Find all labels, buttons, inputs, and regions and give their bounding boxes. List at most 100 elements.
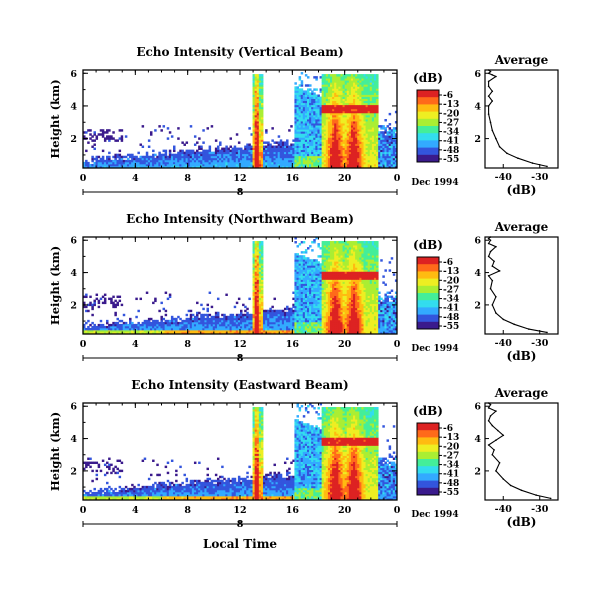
heatmap-cell (319, 275, 323, 278)
heatmap-cell (281, 325, 285, 329)
heatmap-cell (338, 98, 341, 102)
heatmap-cell (304, 297, 308, 301)
heatmap-cell (229, 155, 233, 159)
heatmap-cell (279, 139, 283, 142)
heatmap-cell (279, 143, 283, 146)
heatmap-cell (330, 92, 333, 95)
avg-x-tick-label: -30 (531, 172, 549, 183)
heatmap-cell (309, 125, 312, 128)
heatmap-cell (327, 121, 331, 124)
heatmap-cell (311, 307, 314, 311)
heatmap-cell (237, 325, 241, 329)
heatmap-cell (196, 315, 199, 319)
heatmap-cell (133, 163, 136, 167)
heatmap-cell (388, 131, 392, 134)
heatmap-cell (85, 293, 88, 296)
heatmap-cell (325, 90, 329, 93)
heatmap-cell (208, 163, 212, 167)
heatmap-cell (275, 161, 279, 165)
heatmap-cell (359, 159, 362, 163)
heatmap-cell (353, 135, 356, 138)
heatmap-cell (168, 319, 172, 323)
heatmap-cell (348, 98, 352, 102)
heatmap-cell (254, 151, 258, 155)
heatmap-cell (340, 129, 343, 132)
y-axis-label: Height (km) (48, 79, 62, 158)
heatmap-cell (359, 84, 362, 87)
heatmap-cell (256, 289, 260, 292)
heatmap-cell (187, 161, 191, 165)
heatmap-cell (350, 153, 354, 157)
heatmap-cell (311, 106, 314, 110)
heatmap-cell (357, 137, 360, 140)
heatmap-cell (363, 149, 366, 153)
heatmap-cell (306, 131, 310, 134)
heatmap-cell (267, 155, 270, 159)
heatmap-cell (296, 289, 300, 292)
heatmap-cell (302, 297, 306, 301)
heatmap-cell (235, 317, 239, 321)
heatmap-cell (325, 106, 329, 110)
heatmap-cell (317, 143, 320, 146)
heatmap-cell (175, 317, 178, 321)
heatmap-cell (143, 155, 147, 159)
heatmap-cell (260, 125, 264, 128)
heatmap-cell (340, 74, 343, 77)
heatmap-cell (229, 163, 233, 167)
heatmap-cell (390, 159, 394, 163)
heatmap-cell (196, 325, 199, 329)
heatmap-cell (302, 129, 306, 132)
heatmap-cell (252, 255, 256, 258)
heatmap-cell (93, 139, 96, 142)
heatmap-cell (342, 135, 346, 138)
heatmap-cell (273, 153, 276, 157)
heatmap-cell (315, 163, 318, 167)
heatmap-cell (101, 129, 105, 132)
heatmap-cell (353, 110, 356, 114)
heatmap-cell (321, 305, 325, 309)
heatmap-cell (332, 114, 335, 118)
heatmap-cell (133, 165, 136, 169)
heatmap-cell (376, 90, 379, 93)
heatmap-cell (342, 119, 346, 122)
heatmap-cell (306, 133, 310, 136)
heatmap-cell (365, 76, 369, 79)
heatmap-cell (254, 74, 258, 77)
heatmap-cell (330, 141, 333, 144)
heatmap-cell (152, 327, 155, 331)
heatmap-cell (124, 329, 128, 333)
heatmap-cell (189, 315, 193, 319)
heatmap-cell (319, 299, 323, 303)
heatmap-cell (300, 106, 304, 110)
heatmap-cell (330, 151, 333, 155)
heatmap-cell (330, 129, 333, 132)
heatmap-cell (323, 273, 327, 276)
heatmap-cell (353, 149, 356, 153)
heatmap-cell (106, 321, 109, 325)
heatmap-cell (283, 325, 287, 329)
heatmap-cell (158, 157, 161, 161)
heatmap-cell (256, 283, 260, 286)
heatmap-cell (321, 309, 325, 313)
heatmap-cell (170, 331, 174, 335)
heatmap-cell (330, 145, 333, 148)
heatmap-cell (300, 313, 304, 317)
heatmap-cell (300, 145, 304, 148)
heatmap-cell (156, 157, 159, 161)
heatmap-cell (365, 108, 369, 112)
heatmap-cell (191, 157, 195, 161)
heatmap-cell (246, 149, 249, 153)
heatmap-cell (361, 139, 364, 142)
heatmap-cell (300, 104, 304, 108)
heatmap-cell (290, 321, 293, 325)
heatmap-cell (327, 157, 331, 161)
heatmap-cell (248, 143, 251, 146)
heatmap-cell (363, 106, 366, 110)
heatmap-cell (359, 82, 362, 85)
heatmap-cell (256, 259, 260, 262)
heatmap-cell (309, 114, 312, 118)
heatmap-cell (330, 121, 333, 124)
heatmap-cell (302, 289, 306, 292)
heatmap-cell (258, 273, 262, 276)
heatmap-cell (325, 121, 329, 124)
